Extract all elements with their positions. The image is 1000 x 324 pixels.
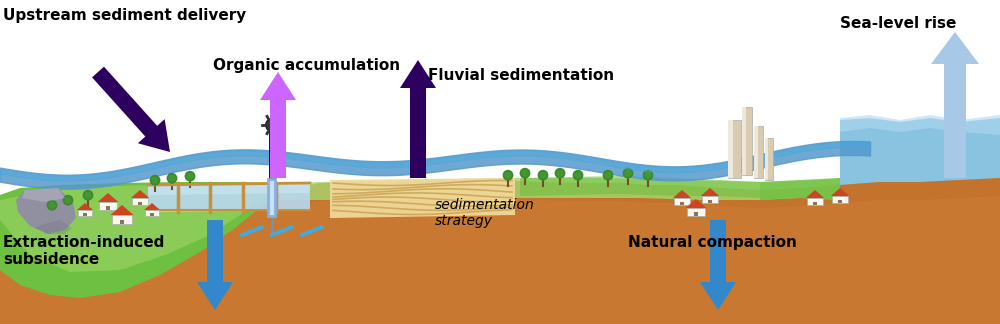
Circle shape	[503, 170, 513, 180]
Circle shape	[520, 168, 530, 179]
Polygon shape	[700, 220, 736, 310]
Polygon shape	[148, 183, 310, 195]
Polygon shape	[0, 178, 1000, 213]
Polygon shape	[92, 67, 170, 152]
Polygon shape	[838, 200, 842, 203]
Polygon shape	[673, 190, 691, 198]
Polygon shape	[35, 220, 72, 234]
Circle shape	[265, 118, 279, 132]
Bar	[754, 126, 758, 178]
Circle shape	[604, 172, 612, 179]
Polygon shape	[150, 213, 154, 216]
Polygon shape	[22, 188, 65, 202]
Polygon shape	[16, 188, 76, 234]
Text: Fluvial sedimentation: Fluvial sedimentation	[428, 68, 614, 83]
Circle shape	[48, 202, 56, 209]
Circle shape	[273, 144, 279, 150]
Bar	[765, 138, 773, 180]
Circle shape	[555, 168, 565, 179]
Circle shape	[504, 172, 512, 179]
Polygon shape	[98, 193, 118, 202]
Circle shape	[623, 168, 633, 179]
Bar	[742, 107, 746, 175]
Circle shape	[574, 172, 582, 179]
Bar	[728, 120, 733, 178]
Circle shape	[83, 190, 93, 201]
Circle shape	[643, 170, 653, 180]
Circle shape	[167, 173, 177, 184]
Circle shape	[521, 169, 529, 177]
Circle shape	[267, 120, 277, 130]
Polygon shape	[807, 198, 823, 205]
Circle shape	[556, 169, 564, 177]
Polygon shape	[131, 190, 149, 198]
Polygon shape	[132, 198, 148, 205]
Polygon shape	[831, 188, 849, 196]
Polygon shape	[400, 60, 436, 178]
Bar	[765, 138, 768, 180]
Bar	[728, 120, 741, 178]
Polygon shape	[280, 178, 840, 200]
Circle shape	[624, 169, 632, 177]
Polygon shape	[110, 205, 134, 215]
Circle shape	[151, 177, 159, 184]
Polygon shape	[701, 188, 719, 196]
Text: Sea-level rise: Sea-level rise	[840, 16, 956, 31]
Polygon shape	[99, 202, 117, 210]
Polygon shape	[77, 203, 93, 210]
Polygon shape	[687, 208, 705, 216]
Polygon shape	[840, 115, 1000, 135]
Polygon shape	[120, 219, 124, 224]
Polygon shape	[78, 210, 92, 216]
Circle shape	[64, 197, 72, 204]
Circle shape	[63, 195, 73, 206]
Circle shape	[150, 175, 160, 186]
Polygon shape	[0, 182, 290, 298]
Polygon shape	[931, 32, 979, 178]
Polygon shape	[330, 178, 515, 218]
Text: Natural compaction: Natural compaction	[628, 235, 797, 250]
Circle shape	[573, 170, 583, 180]
Text: Organic accumulation: Organic accumulation	[213, 58, 400, 73]
Bar	[742, 107, 752, 175]
Polygon shape	[83, 213, 87, 216]
Circle shape	[538, 170, 548, 180]
Polygon shape	[680, 202, 684, 205]
Polygon shape	[708, 200, 712, 203]
Polygon shape	[674, 198, 690, 205]
Text: Upstream sediment delivery: Upstream sediment delivery	[3, 8, 246, 23]
Text: sedimentation
strategy: sedimentation strategy	[435, 198, 535, 228]
Polygon shape	[806, 190, 824, 198]
Polygon shape	[694, 212, 698, 216]
Polygon shape	[760, 178, 840, 200]
Text: Extraction-induced
subsidence: Extraction-induced subsidence	[3, 235, 165, 267]
Circle shape	[186, 173, 194, 180]
Polygon shape	[145, 210, 159, 216]
Polygon shape	[813, 202, 817, 205]
Polygon shape	[0, 185, 270, 272]
Polygon shape	[148, 183, 310, 212]
Polygon shape	[144, 203, 160, 210]
Circle shape	[185, 171, 195, 181]
Circle shape	[603, 170, 613, 180]
Polygon shape	[0, 178, 1000, 324]
Polygon shape	[520, 176, 760, 198]
Circle shape	[84, 191, 92, 199]
Circle shape	[168, 175, 176, 182]
Polygon shape	[260, 72, 296, 178]
Polygon shape	[840, 118, 1000, 324]
Polygon shape	[106, 206, 110, 210]
Polygon shape	[197, 220, 233, 310]
Polygon shape	[832, 196, 848, 203]
Circle shape	[539, 172, 547, 179]
Polygon shape	[112, 215, 132, 224]
Polygon shape	[702, 196, 718, 203]
Circle shape	[644, 172, 652, 179]
Bar	[754, 126, 763, 178]
Polygon shape	[686, 199, 706, 208]
Circle shape	[47, 200, 57, 211]
Polygon shape	[138, 202, 142, 205]
